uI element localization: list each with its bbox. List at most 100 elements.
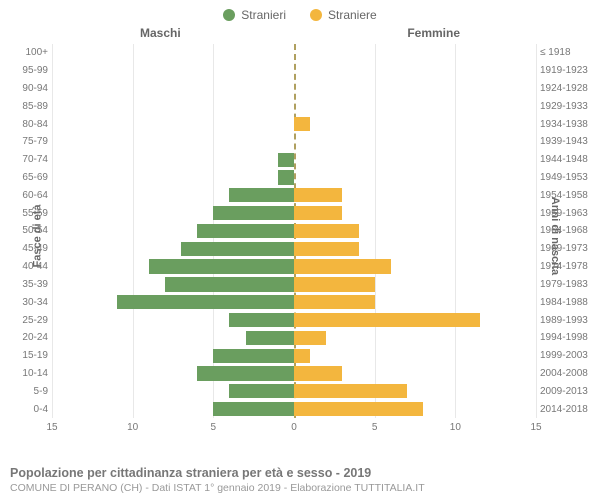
age-label: 90-94: [6, 83, 48, 94]
pyramid-row: 60-641954-1958: [52, 186, 536, 204]
age-label: 40-44: [6, 261, 48, 272]
pyramid-row: 40-441974-1978: [52, 258, 536, 276]
birth-year-label: 1934-1938: [540, 119, 596, 130]
age-label: 85-89: [6, 101, 48, 112]
bar-male: [246, 331, 294, 345]
birth-year-label: 1944-1948: [540, 154, 596, 165]
legend-item-male: Stranieri: [223, 8, 286, 22]
age-label: 5-9: [6, 386, 48, 397]
pyramid-row: 5-92009-2013: [52, 382, 536, 400]
birth-year-label: 1969-1973: [540, 243, 596, 254]
age-label: 10-14: [6, 368, 48, 379]
birth-year-label: 2014-2018: [540, 404, 596, 415]
age-label: 70-74: [6, 154, 48, 165]
bar-female: [294, 277, 375, 291]
bar-female: [294, 402, 423, 416]
age-label: 65-69: [6, 172, 48, 183]
bar-female: [294, 242, 359, 256]
pyramid-row: 90-941924-1928: [52, 80, 536, 98]
grid-line: [536, 44, 537, 418]
female-swatch: [310, 9, 322, 21]
bar-female: [294, 366, 342, 380]
bar-male: [229, 188, 294, 202]
chart-subtitle: COMUNE DI PERANO (CH) - Dati ISTAT 1° ge…: [10, 482, 590, 494]
birth-year-label: 1924-1928: [540, 83, 596, 94]
pyramid-row: 0-42014-2018: [52, 400, 536, 418]
birth-year-label: 1979-1983: [540, 279, 596, 290]
pyramid-row: 75-791939-1943: [52, 133, 536, 151]
x-tick: 15: [530, 422, 541, 433]
birth-year-label: 1949-1953: [540, 172, 596, 183]
pyramid-row: 45-491969-1973: [52, 240, 536, 258]
age-label: 80-84: [6, 119, 48, 130]
age-label: 0-4: [6, 404, 48, 415]
age-label: 75-79: [6, 136, 48, 147]
pyramid-row: 85-891929-1933: [52, 97, 536, 115]
chart-title: Popolazione per cittadinanza straniera p…: [10, 466, 590, 480]
pyramid-row: 95-991919-1923: [52, 62, 536, 80]
pyramid-row: 20-241994-1998: [52, 329, 536, 347]
x-tick: 10: [450, 422, 461, 433]
plot-area: 100+≤ 191895-991919-192390-941924-192885…: [52, 44, 536, 418]
x-tick: 0: [291, 422, 297, 433]
bar-male: [278, 153, 294, 167]
chart-container: Stranieri Straniere Maschi Femmine Fasce…: [0, 0, 600, 500]
bar-female: [294, 224, 359, 238]
age-label: 30-34: [6, 297, 48, 308]
bar-male: [229, 313, 294, 327]
header-male: Maschi: [140, 26, 181, 40]
pyramid-row: 15-191999-2003: [52, 347, 536, 365]
male-swatch: [223, 9, 235, 21]
pyramid-row: 55-591959-1963: [52, 204, 536, 222]
age-label: 20-24: [6, 332, 48, 343]
pyramid-row: 80-841934-1938: [52, 115, 536, 133]
birth-year-label: 1974-1978: [540, 261, 596, 272]
birth-year-label: 2009-2013: [540, 386, 596, 397]
age-label: 25-29: [6, 315, 48, 326]
birth-year-label: 1989-1993: [540, 315, 596, 326]
bar-male: [213, 349, 294, 363]
header-female: Femmine: [407, 26, 460, 40]
legend-label-male: Stranieri: [241, 8, 286, 22]
x-axis: 15105051015: [52, 422, 536, 436]
x-tick: 5: [372, 422, 378, 433]
bar-female: [294, 117, 310, 131]
bar-male: [213, 206, 294, 220]
age-label: 100+: [6, 47, 48, 58]
bar-male: [197, 366, 294, 380]
chart-footer: Popolazione per cittadinanza straniera p…: [10, 466, 590, 494]
bar-female: [294, 384, 407, 398]
birth-year-label: 1964-1968: [540, 225, 596, 236]
birth-year-label: ≤ 1918: [540, 47, 596, 58]
bar-male: [149, 259, 294, 273]
pyramid-row: 100+≤ 1918: [52, 44, 536, 62]
legend: Stranieri Straniere: [0, 0, 600, 26]
bar-male: [181, 242, 294, 256]
bar-male: [165, 277, 294, 291]
legend-label-female: Straniere: [328, 8, 377, 22]
birth-year-label: 1939-1943: [540, 136, 596, 147]
birth-year-label: 1954-1958: [540, 190, 596, 201]
bar-female: [294, 313, 480, 327]
age-label: 60-64: [6, 190, 48, 201]
pyramid-row: 25-291989-1993: [52, 311, 536, 329]
bar-female: [294, 295, 375, 309]
legend-item-female: Straniere: [310, 8, 377, 22]
x-tick: 10: [127, 422, 138, 433]
bar-male: [213, 402, 294, 416]
x-tick: 15: [46, 422, 57, 433]
chart-area: Maschi Femmine Fasce di età Anni di nasc…: [0, 26, 600, 446]
pyramid-row: 10-142004-2008: [52, 365, 536, 383]
bar-female: [294, 331, 326, 345]
birth-year-label: 1929-1933: [540, 101, 596, 112]
age-label: 45-49: [6, 243, 48, 254]
bar-male: [229, 384, 294, 398]
birth-year-label: 1959-1963: [540, 208, 596, 219]
birth-year-label: 1994-1998: [540, 332, 596, 343]
birth-year-label: 1999-2003: [540, 350, 596, 361]
pyramid-row: 65-691949-1953: [52, 169, 536, 187]
x-tick: 5: [211, 422, 217, 433]
birth-year-label: 1984-1988: [540, 297, 596, 308]
pyramid-row: 30-341984-1988: [52, 293, 536, 311]
birth-year-label: 1919-1923: [540, 65, 596, 76]
